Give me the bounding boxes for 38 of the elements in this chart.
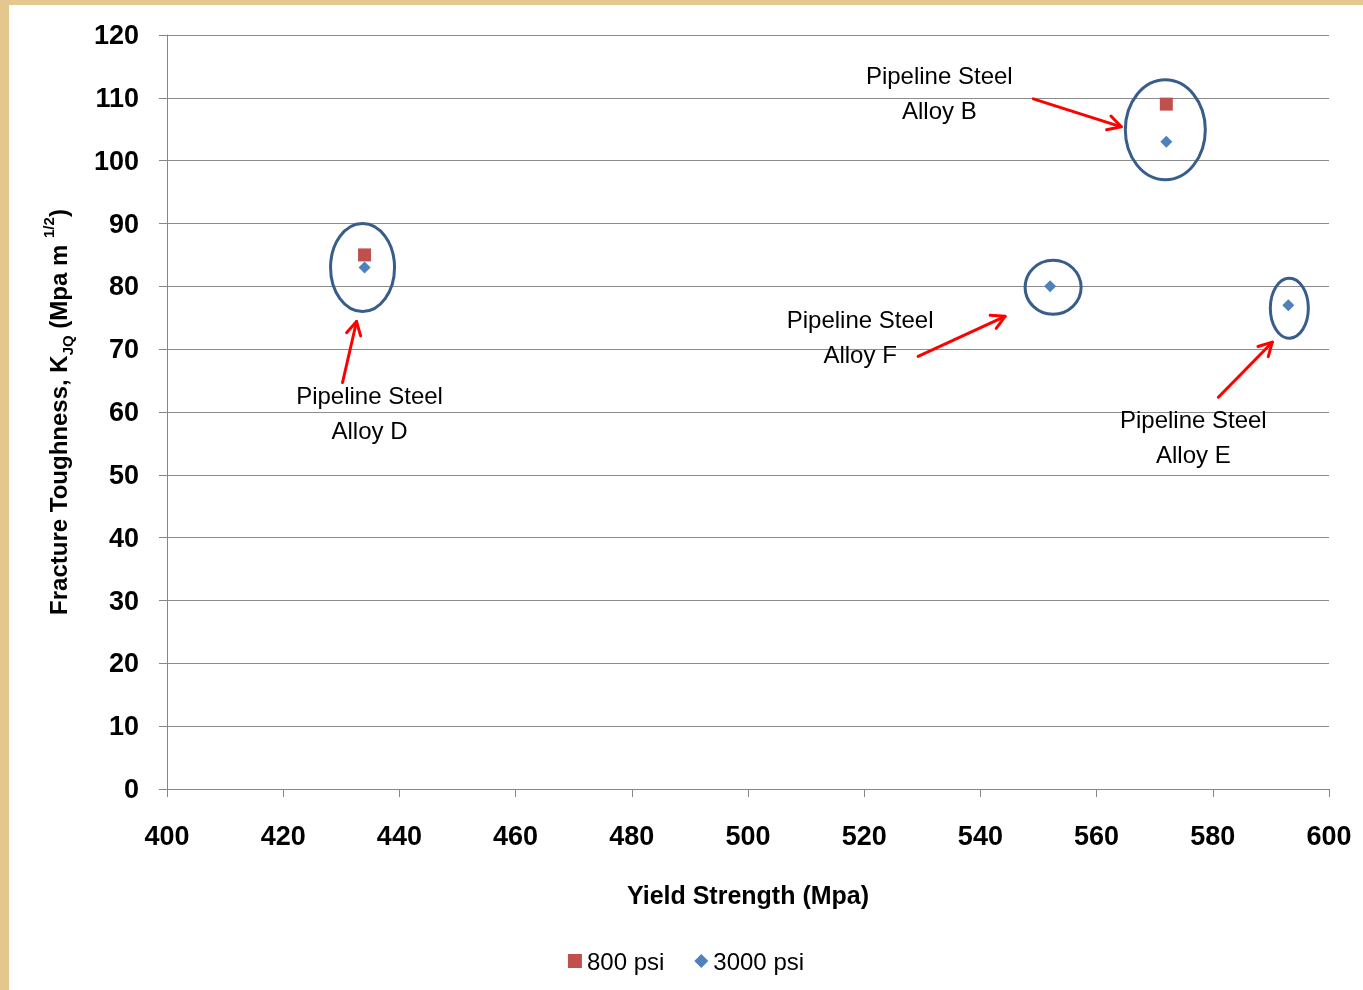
x-tick-label: 600 xyxy=(1306,820,1352,851)
x-tick-label: 480 xyxy=(609,820,655,851)
point xyxy=(1044,280,1057,293)
annotation: Pipeline Steel Alloy F xyxy=(786,305,934,368)
point xyxy=(1160,135,1173,148)
y-tick-label: 40 xyxy=(108,522,139,553)
y-tick-label: 0 xyxy=(123,774,139,804)
y-tick-label: 80 xyxy=(108,271,139,302)
point xyxy=(1282,299,1295,312)
x-tick-label: 440 xyxy=(376,820,422,851)
legend-label: 800 psi xyxy=(586,947,665,975)
y-tick-label: 60 xyxy=(108,397,139,427)
annotation: Pipeline Steel Alloy E xyxy=(1119,405,1267,468)
y-tick-label: 30 xyxy=(108,585,139,616)
x-tick-label: 500 xyxy=(725,820,771,851)
y-axis-title: Fracture Toughness, KJQ (Mpa m 1/2) xyxy=(40,209,76,615)
x-tick-label: 400 xyxy=(144,820,190,851)
y-tick-label: 10 xyxy=(108,711,139,742)
y-tick-label: 90 xyxy=(108,208,139,239)
annotation: Pipeline Steel Alloy B xyxy=(865,62,1013,125)
y-tick-label: 70 xyxy=(108,334,139,365)
annotation: Pipeline Steel Alloy D xyxy=(296,381,443,444)
point xyxy=(358,261,371,274)
y-tick-label: 50 xyxy=(108,459,139,490)
y-tick-label: 120 xyxy=(93,20,139,50)
y-tick-label: 20 xyxy=(108,648,139,679)
y-tick-label: 110 xyxy=(95,82,139,113)
x-tick-label: 560 xyxy=(1074,820,1120,851)
point xyxy=(1159,97,1173,111)
x-tick-label: 420 xyxy=(260,820,306,851)
point xyxy=(358,248,372,262)
x-axis-title: Yield Strength (Mpa) xyxy=(626,880,870,909)
x-tick-label: 460 xyxy=(493,820,539,851)
x-tick-label: 520 xyxy=(841,820,887,851)
y-tick-label: 100 xyxy=(93,145,139,176)
x-tick-label: 580 xyxy=(1190,820,1236,851)
legend-label: 3000 psi xyxy=(713,947,805,975)
x-tick-label: 540 xyxy=(957,820,1003,851)
